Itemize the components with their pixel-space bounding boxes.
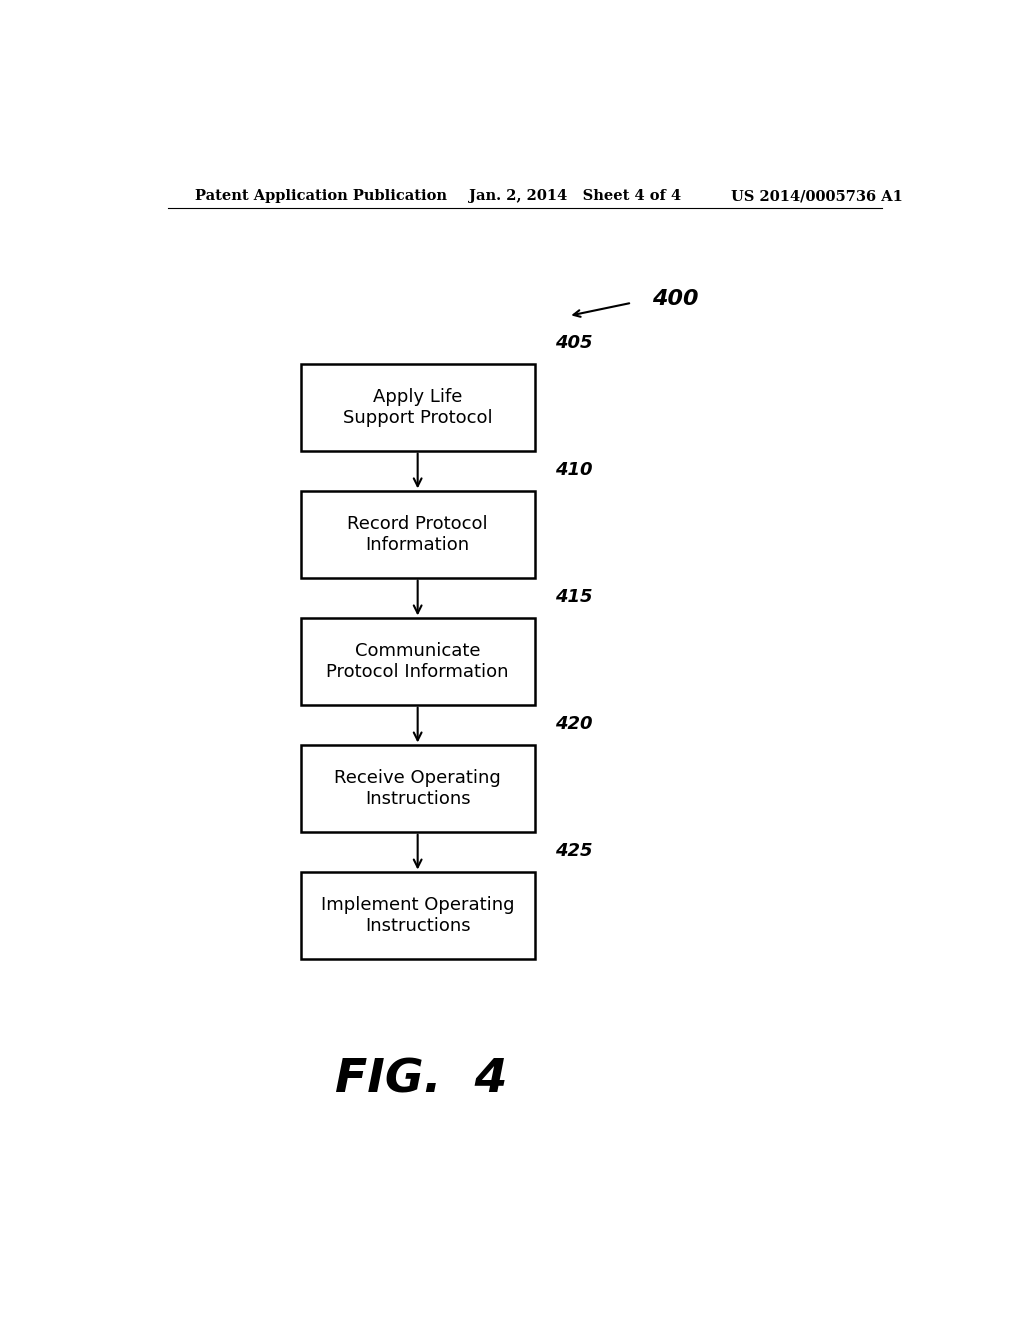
Text: 405: 405: [555, 334, 592, 352]
Text: Record Protocol
Information: Record Protocol Information: [347, 515, 488, 554]
FancyBboxPatch shape: [301, 618, 535, 705]
Text: FIG.  4: FIG. 4: [336, 1057, 508, 1102]
Text: Receive Operating
Instructions: Receive Operating Instructions: [334, 770, 501, 808]
Text: 415: 415: [555, 589, 592, 606]
FancyBboxPatch shape: [301, 364, 535, 450]
Text: Apply Life
Support Protocol: Apply Life Support Protocol: [343, 388, 493, 426]
FancyBboxPatch shape: [301, 873, 535, 958]
Text: 410: 410: [555, 461, 592, 479]
Text: US 2014/0005736 A1: US 2014/0005736 A1: [731, 189, 903, 203]
Text: Implement Operating
Instructions: Implement Operating Instructions: [321, 896, 514, 935]
Text: 420: 420: [555, 715, 592, 733]
FancyBboxPatch shape: [301, 746, 535, 832]
Text: Patent Application Publication: Patent Application Publication: [196, 189, 447, 203]
FancyBboxPatch shape: [301, 491, 535, 578]
Text: 400: 400: [652, 289, 698, 309]
Text: 425: 425: [555, 842, 592, 861]
Text: Jan. 2, 2014   Sheet 4 of 4: Jan. 2, 2014 Sheet 4 of 4: [469, 189, 681, 203]
Text: Communicate
Protocol Information: Communicate Protocol Information: [327, 642, 509, 681]
